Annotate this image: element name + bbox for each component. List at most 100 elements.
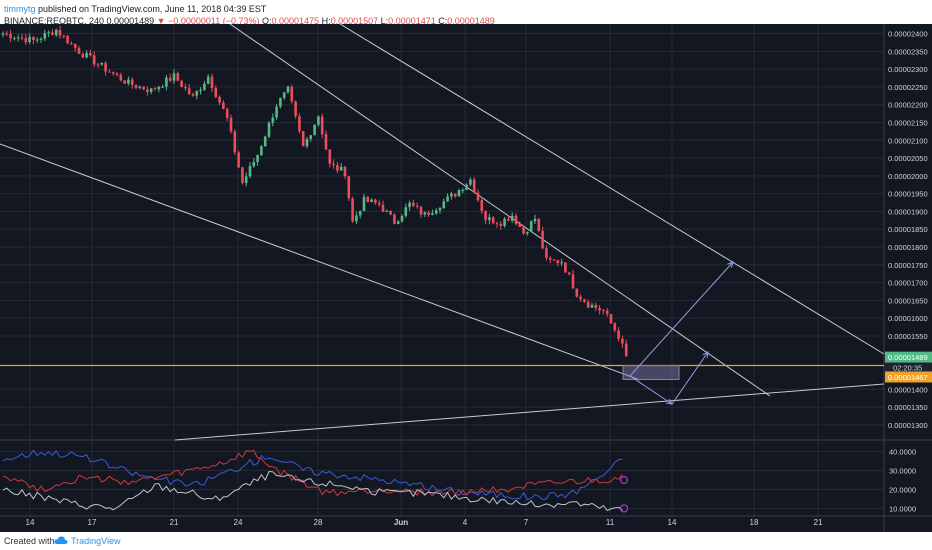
- candle-body: [5, 33, 9, 35]
- countdown-tag: [885, 362, 932, 373]
- candle-body: [537, 218, 541, 231]
- time-tick-label: Jun: [394, 518, 408, 527]
- candle-body: [157, 86, 161, 90]
- time-axis[interactable]: 14 17 21 24 28 Jun 4 7 11 14 18 21: [26, 518, 823, 527]
- candle-body: [396, 221, 400, 224]
- candle-body: [241, 167, 244, 184]
- candle-body: [419, 206, 423, 215]
- time-tick-label: 24: [234, 518, 243, 527]
- candle-body: [104, 63, 107, 72]
- candle-body: [313, 124, 316, 136]
- high-label: H:: [321, 16, 331, 26]
- candle-body: [130, 79, 134, 85]
- projection-arrow: [629, 261, 734, 377]
- price-tick-label: 0.00001550: [888, 332, 928, 341]
- oscillator-line: [2, 470, 623, 512]
- price-tick-label: 0.00001350: [888, 403, 928, 412]
- chart-canvas[interactable]: 0.00002400 0.00002350 0.00002300 0.00002250…: [0, 24, 932, 532]
- price-tick-label: 0.00001800: [888, 243, 928, 252]
- candle-body: [47, 32, 50, 34]
- candle-body: [214, 87, 218, 97]
- candle-body: [624, 343, 628, 357]
- candle-body: [408, 202, 411, 208]
- price-tick-label: 0.00001700: [888, 279, 928, 288]
- time-tick-label: 21: [814, 518, 823, 527]
- candle-body: [434, 210, 438, 214]
- candle-body: [138, 86, 142, 88]
- candle-body: [96, 64, 100, 66]
- candle-body: [85, 52, 88, 58]
- candle-body: [81, 53, 85, 58]
- candle-body: [237, 152, 240, 168]
- candle-body: [123, 80, 126, 84]
- time-tick-label: 14: [26, 518, 35, 527]
- candle-body: [43, 33, 47, 39]
- candle-body: [320, 116, 324, 135]
- candle-body: [73, 43, 77, 48]
- footer: Created with TradingView: [0, 532, 932, 550]
- candle-body: [248, 166, 252, 177]
- candle-body: [210, 76, 214, 88]
- price-axis[interactable]: 0.00002400 0.00002350 0.00002300 0.00002250…: [885, 30, 932, 514]
- price-tick-label: 0.00002200: [888, 101, 928, 110]
- candle-body: [446, 196, 449, 202]
- candle-body: [301, 131, 305, 147]
- price-tick-label: 0.00002350: [888, 47, 928, 56]
- candle-body: [187, 88, 191, 95]
- candle-body: [453, 193, 457, 197]
- candles: [1, 25, 628, 358]
- candle-body: [427, 212, 430, 215]
- support-price-label: 0.00001467: [888, 373, 928, 382]
- candle-body: [39, 38, 43, 40]
- candle-body: [32, 36, 35, 40]
- candle-body: [362, 196, 366, 212]
- candle-body: [161, 86, 164, 88]
- candle-body: [575, 288, 579, 297]
- candle-body: [594, 304, 598, 308]
- change-arrow-icon: ▼: [156, 16, 166, 26]
- candle-body: [149, 88, 153, 93]
- candle-body: [541, 230, 544, 249]
- arrow-head: [727, 261, 734, 268]
- candle-body: [510, 215, 514, 221]
- candle-body: [412, 202, 415, 206]
- candle-body: [168, 77, 172, 81]
- tradingview-link[interactable]: TradingView: [71, 536, 121, 546]
- candle-body: [415, 205, 419, 207]
- candle-body: [28, 36, 31, 43]
- candle-body: [404, 207, 408, 216]
- candle-body: [271, 117, 275, 123]
- candle-body: [222, 102, 225, 109]
- candle-body: [389, 210, 392, 215]
- candle-body: [545, 248, 548, 258]
- candle-body: [488, 217, 491, 221]
- candle-body: [100, 63, 104, 65]
- candle-body: [560, 262, 563, 264]
- close-value: 0.00001489: [447, 16, 495, 26]
- candle-body: [127, 79, 130, 84]
- author-link[interactable]: timmytg: [4, 4, 36, 14]
- candle-body: [54, 30, 58, 36]
- candle-body: [309, 135, 313, 139]
- candle-body: [203, 83, 206, 90]
- candle-body: [229, 117, 233, 132]
- candle-body: [119, 74, 123, 81]
- candle-body: [586, 301, 590, 308]
- candle-body: [465, 184, 468, 191]
- oscillator-pane: [0, 449, 884, 513]
- candle-body: [260, 146, 263, 155]
- candle-body: [263, 136, 267, 147]
- candle-body: [275, 106, 278, 118]
- candle-body: [343, 166, 347, 177]
- price-tick-label: 0.00002400: [888, 30, 928, 39]
- time-tick-label: 18: [750, 518, 759, 527]
- candle-body: [552, 259, 556, 261]
- candle-body: [290, 86, 294, 102]
- candle-body: [393, 214, 396, 224]
- trendline: [229, 24, 771, 397]
- price-tick-label: 0.00001750: [888, 261, 928, 270]
- time-tick-label: 7: [524, 518, 529, 527]
- price-tick-label: 0.00002300: [888, 65, 928, 74]
- candle-body: [355, 215, 358, 222]
- price-tick-label: 0.00001600: [888, 314, 928, 323]
